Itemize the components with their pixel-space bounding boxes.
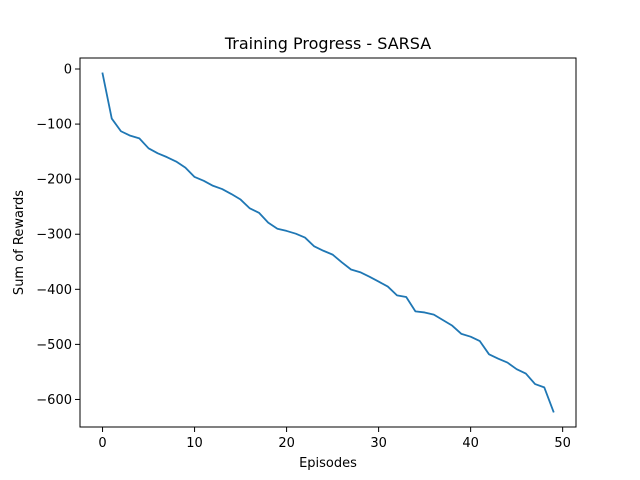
chart-title: Training Progress - SARSA — [224, 34, 431, 53]
x-tick-label: 30 — [370, 436, 387, 451]
y-axis: 0 −100 −200 −300 −400 −500 −600 — [36, 63, 80, 408]
plot-frame — [79, 57, 577, 428]
x-tick-label: 20 — [278, 436, 295, 451]
y-tick-label: −600 — [36, 393, 72, 408]
y-axis-label: Sum of Rewards — [12, 190, 27, 295]
series-line-0 — [101, 72, 555, 413]
y-tick-label: −400 — [36, 283, 72, 298]
y-tick-label: 0 — [64, 63, 72, 78]
x-axis-label: Episodes — [299, 456, 357, 471]
y-tick-label: −300 — [36, 228, 72, 243]
x-tick-label: 10 — [186, 436, 203, 451]
y-tick-label: −500 — [36, 338, 72, 353]
x-tick-label: 50 — [554, 436, 571, 451]
y-tick-label: −100 — [36, 118, 72, 133]
plot-area — [101, 72, 555, 413]
y-tick-label: −200 — [36, 173, 72, 188]
x-tick-label: 0 — [98, 436, 106, 451]
x-tick-label: 40 — [462, 436, 479, 451]
x-axis: 0 10 20 30 40 50 — [98, 427, 571, 451]
